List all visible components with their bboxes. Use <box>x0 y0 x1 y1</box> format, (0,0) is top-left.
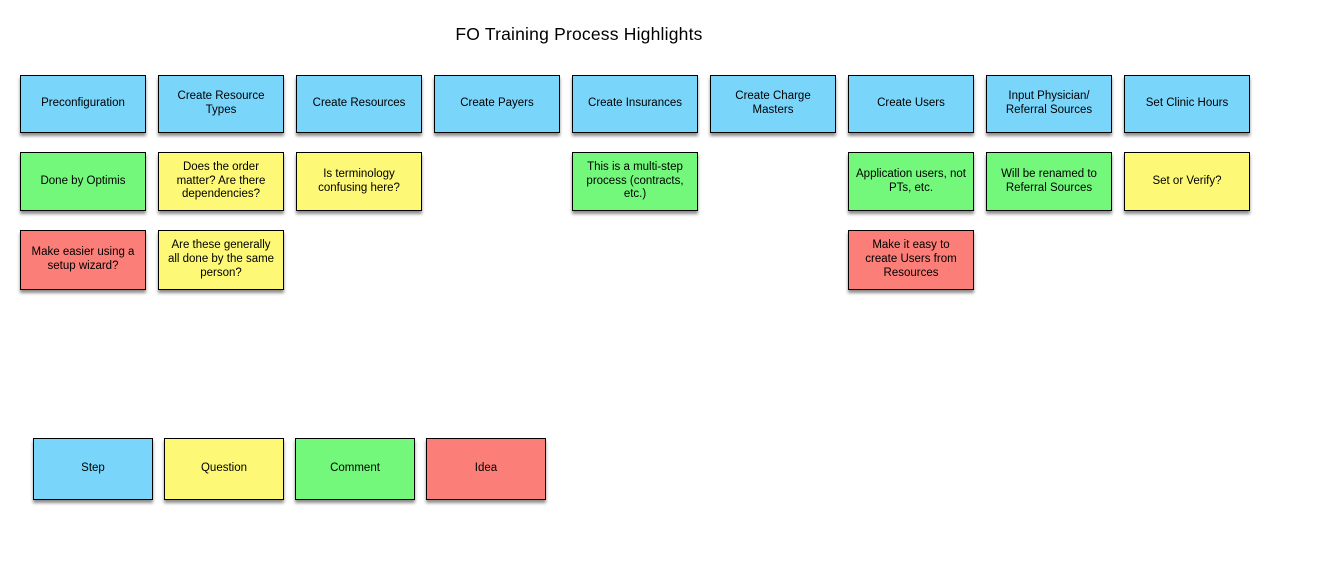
sticky-note[interactable]: Done by Optimis <box>20 152 146 211</box>
sticky-note[interactable]: Set Clinic Hours <box>1124 75 1250 133</box>
sticky-note[interactable]: Does the order matter? Are there depende… <box>158 152 284 211</box>
sticky-note[interactable]: Create Charge Masters <box>710 75 836 133</box>
sticky-note[interactable]: Application users, not PTs, etc. <box>848 152 974 211</box>
sticky-note[interactable]: Create Resources <box>296 75 422 133</box>
legend-step[interactable]: Step <box>33 438 153 500</box>
sticky-note[interactable]: Make it easy to create Users from Resour… <box>848 230 974 290</box>
sticky-note[interactable]: Make easier using a setup wizard? <box>20 230 146 290</box>
sticky-note[interactable]: Are these generally all done by the same… <box>158 230 284 290</box>
sticky-note[interactable]: Is terminology confusing here? <box>296 152 422 211</box>
board-title: FO Training Process Highlights <box>455 24 703 44</box>
sticky-note[interactable]: Set or Verify? <box>1124 152 1250 211</box>
sticky-note[interactable]: Input Physician/ Referral Sources <box>986 75 1112 133</box>
sticky-note[interactable]: Create Payers <box>434 75 560 133</box>
sticky-note[interactable]: Create Insurances <box>572 75 698 133</box>
sticky-note[interactable]: Preconfiguration <box>20 75 146 133</box>
legend-question[interactable]: Question <box>164 438 284 500</box>
legend-comment[interactable]: Comment <box>295 438 415 500</box>
sticky-note[interactable]: Will be renamed to Referral Sources <box>986 152 1112 211</box>
legend: Step Question Comment Idea <box>33 438 546 500</box>
sticky-note[interactable]: This is a multi-step process (contracts,… <box>572 152 698 211</box>
sticky-note[interactable]: Create Resource Types <box>158 75 284 133</box>
sticky-note[interactable]: Create Users <box>848 75 974 133</box>
notes-board: Preconfiguration Create Resource Types C… <box>20 75 1250 290</box>
legend-idea[interactable]: Idea <box>426 438 546 500</box>
